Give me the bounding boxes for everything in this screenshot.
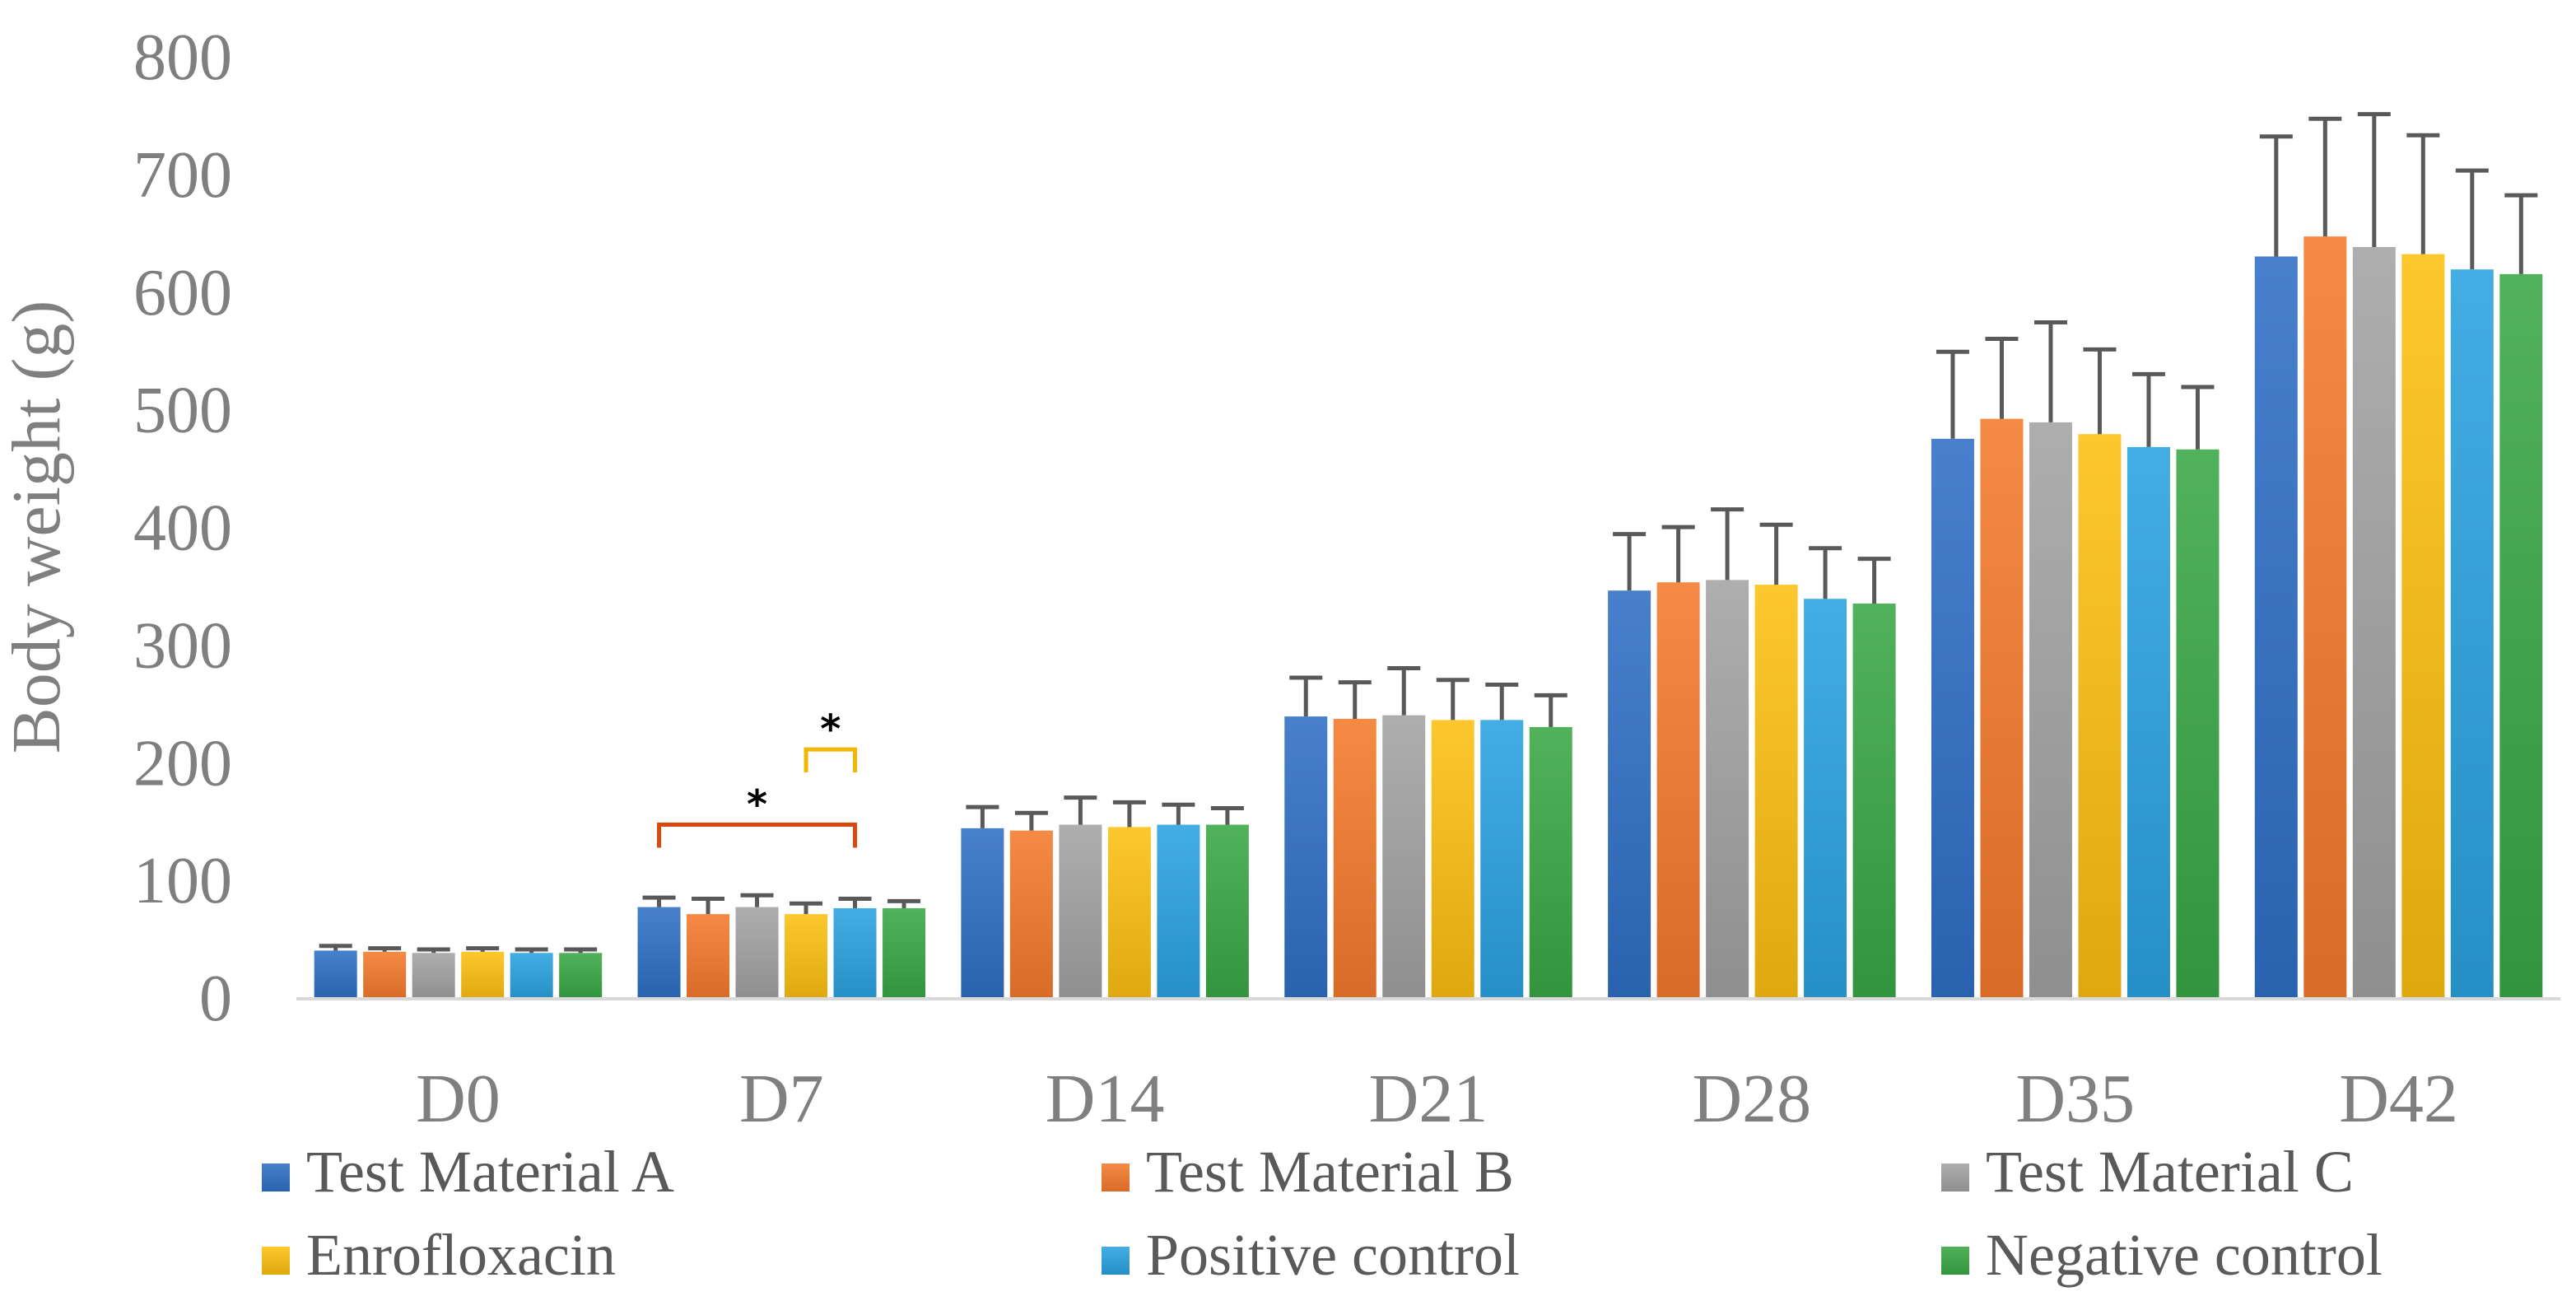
- legend-label-enrofloxacin: Enrofloxacin: [306, 1222, 616, 1288]
- x-tick-label-d0: D0: [416, 1061, 501, 1137]
- x-tick-label-d28: D28: [1693, 1061, 1812, 1137]
- significance-annotations: **: [657, 706, 858, 848]
- legend-label-test-material-c: Test Material C: [1986, 1139, 2354, 1205]
- bar-test-material-c-d21: [1382, 715, 1426, 999]
- bar-test-material-c-d28: [1706, 580, 1749, 999]
- bar-negative-control-d28: [1852, 603, 1896, 999]
- legend-swatch-test-material-a: [262, 1163, 290, 1191]
- bar-positive-control-d28: [1804, 599, 1847, 999]
- y-tick-label: 800: [133, 21, 232, 94]
- bar-positive-control-d21: [1480, 720, 1524, 999]
- y-axis-title: Body weight (g): [0, 301, 75, 754]
- x-tick-label-d21: D21: [1369, 1061, 1488, 1137]
- y-tick-label: 400: [133, 492, 232, 565]
- significance-star-1: *: [747, 782, 767, 828]
- legend-swatch-test-material-b: [1102, 1163, 1130, 1191]
- bar-positive-control-d14: [1157, 824, 1200, 999]
- y-tick-label: 500: [133, 375, 232, 447]
- bar-positive-control-d42: [2450, 269, 2494, 999]
- bar-test-material-b-d7: [687, 914, 730, 999]
- bar-negative-control-d14: [1205, 824, 1249, 999]
- bar-enrofloxacin-d28: [1754, 585, 1798, 999]
- bar-test-material-a-d35: [1931, 438, 1974, 999]
- bar-test-material-b-d28: [1656, 582, 1700, 999]
- legend-label-positive-control: Positive control: [1146, 1222, 1520, 1288]
- legend-label-negative-control: Negative control: [1986, 1222, 2383, 1288]
- bar-test-material-b-d42: [2303, 236, 2347, 999]
- error-bars: [319, 112, 2538, 954]
- bar-negative-control-d21: [1529, 726, 1572, 999]
- bar-test-material-c-d35: [2029, 422, 2072, 999]
- bar-enrofloxacin-d21: [1431, 720, 1474, 999]
- bar-test-material-a-d42: [2254, 256, 2298, 999]
- legend-swatch-negative-control: [1941, 1247, 1969, 1275]
- bar-test-material-a-d28: [1608, 590, 1651, 999]
- y-tick-label: 200: [133, 727, 232, 800]
- bar-test-material-c-d42: [2352, 247, 2396, 999]
- y-tick-label: 0: [199, 963, 232, 1035]
- bar-test-material-c-d7: [735, 907, 779, 999]
- y-tick-label: 700: [133, 139, 232, 212]
- bar-groups: [314, 236, 2543, 1000]
- bar-enrofloxacin-d0: [461, 951, 505, 999]
- bar-enrofloxacin-d7: [785, 914, 828, 999]
- bar-test-material-b-d35: [1980, 418, 2024, 1000]
- bar-negative-control-d7: [883, 907, 926, 999]
- significance-bracket-2: [804, 747, 858, 773]
- bar-negative-control-d0: [559, 953, 603, 999]
- x-axis-ticks: D0 D7 D14 D21 D28 D35 D42: [416, 1061, 2458, 1137]
- legend-swatch-positive-control: [1102, 1247, 1130, 1275]
- y-tick-label: 600: [133, 257, 232, 329]
- x-tick-label-d14: D14: [1046, 1061, 1165, 1137]
- bar-enrofloxacin-d42: [2401, 254, 2445, 999]
- legend-swatch-enrofloxacin: [262, 1247, 290, 1275]
- bar-positive-control-d0: [510, 953, 553, 999]
- y-tick-label: 300: [133, 609, 232, 682]
- bar-test-material-a-d7: [637, 907, 681, 999]
- bar-test-material-a-d0: [314, 950, 357, 999]
- significance-star-2: *: [820, 706, 841, 753]
- bar-positive-control-d35: [2126, 446, 2170, 999]
- bar-test-material-b-d14: [1009, 830, 1053, 999]
- significance-bracket-1: [657, 823, 858, 848]
- bar-enrofloxacin-d14: [1107, 827, 1151, 999]
- bar-test-material-b-d21: [1333, 718, 1377, 999]
- bar-positive-control-d7: [833, 907, 877, 999]
- bar-test-material-a-d21: [1284, 716, 1328, 999]
- y-axis-ticks: 0 100 200 300 400 500 600 700 800: [133, 21, 232, 1035]
- bar-negative-control-d35: [2176, 449, 2220, 999]
- legend-swatch-test-material-c: [1941, 1163, 1969, 1191]
- legend: Test Material A Test Material B Test Mater…: [262, 1139, 2383, 1288]
- bar-test-material-c-d14: [1059, 824, 1102, 999]
- x-tick-label-d7: D7: [739, 1061, 824, 1137]
- bar-test-material-a-d14: [961, 828, 1004, 999]
- y-tick-label: 100: [133, 845, 232, 917]
- legend-label-test-material-b: Test Material B: [1146, 1139, 1514, 1205]
- bar-test-material-c-d0: [412, 953, 455, 999]
- x-tick-label-d42: D42: [2339, 1061, 2458, 1137]
- bar-enrofloxacin-d35: [2078, 434, 2122, 999]
- bar-negative-control-d42: [2499, 273, 2543, 999]
- legend-label-test-material-a: Test Material A: [306, 1139, 674, 1205]
- bar-test-material-b-d0: [363, 951, 407, 999]
- x-tick-label-d35: D35: [2015, 1061, 2135, 1137]
